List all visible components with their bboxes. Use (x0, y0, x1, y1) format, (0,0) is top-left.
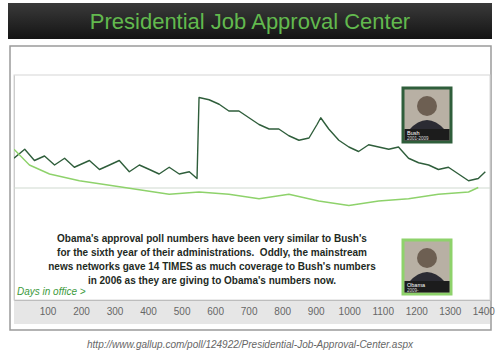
x-tick: 100 (40, 300, 57, 317)
x-tick: 500 (174, 300, 191, 317)
x-axis-line (15, 300, 491, 301)
portrait-head (417, 248, 437, 268)
x-tick-label: 1100 (372, 306, 394, 317)
y-tick (14, 188, 490, 189)
x-tick: 1400 (473, 300, 496, 317)
x-tick-label: 500 (174, 306, 191, 317)
portrait-body (409, 120, 445, 130)
portrait-body (409, 272, 445, 282)
x-tick: 400 (140, 300, 157, 317)
x-tick-label: 800 (274, 306, 291, 317)
x-tick-label: 1400 (473, 306, 496, 317)
portrait-caption-band (405, 281, 450, 293)
portrait-frame (403, 240, 451, 294)
grid-line (14, 188, 490, 189)
x-tick-label: 400 (140, 306, 157, 317)
series-line (14, 149, 478, 205)
x-tick-label: 200 (73, 306, 90, 317)
x-tick: 800 (274, 300, 291, 317)
chart-title: Presidential Job Approval Center (90, 9, 410, 34)
plot-frame (14, 75, 490, 300)
x-tick: 200 (73, 300, 90, 317)
legend-years: 2001-2009 (407, 136, 429, 141)
x-tick-label: 1200 (406, 306, 429, 317)
annotation: news networks gave 14 TIMES as much cove… (48, 261, 376, 272)
x-tick: 1100 (372, 300, 394, 317)
x-tick: 1300 (439, 300, 462, 317)
x-tick-label: 1000 (339, 306, 362, 317)
x-tick-label: 100 (40, 306, 57, 317)
legend-item: Bush2001-2009 (403, 88, 451, 142)
chart-svg: Presidential Job Approval Center 100 200 30… (0, 0, 500, 357)
annotation: in 2006 as they are giving to Obama's nu… (88, 275, 336, 286)
x-tick: 900 (308, 300, 325, 317)
x-axis-title: Days in office > (17, 286, 86, 297)
legend-item: Obama2009- (403, 240, 451, 294)
x-tick: 700 (241, 300, 258, 317)
x-tick: 300 (107, 300, 124, 317)
portrait-head (417, 96, 437, 116)
x-tick-label: 600 (207, 306, 224, 317)
annotation: Obama's approval poll numbers have been … (57, 233, 367, 244)
y-axis (14, 76, 490, 301)
x-axis-band (14, 300, 490, 324)
portrait-caption-band (405, 129, 450, 141)
x-tick-label: 300 (107, 306, 124, 317)
legend-years: 2009- (407, 288, 419, 293)
x-tick-label: 1300 (439, 306, 462, 317)
x-axis: 100 200 300 400 500 600 700 800 900 1000 1100 1200 1… (15, 300, 496, 317)
chart-frame (10, 46, 491, 330)
chart-container: Presidential Job Approval Center 100 200 30… (0, 0, 500, 357)
x-tick: 1000 (339, 300, 362, 317)
portrait-frame (403, 88, 451, 142)
x-tick: 1200 (406, 300, 429, 317)
title-banner (8, 3, 492, 39)
x-tick: 600 (207, 300, 224, 317)
source: http://www.gallup.com/poll/124922/Presid… (87, 339, 414, 350)
x-tick-label: 900 (308, 306, 325, 317)
annotation: for the sixth year of their administrati… (57, 247, 367, 258)
x-tick-label: 700 (241, 306, 258, 317)
